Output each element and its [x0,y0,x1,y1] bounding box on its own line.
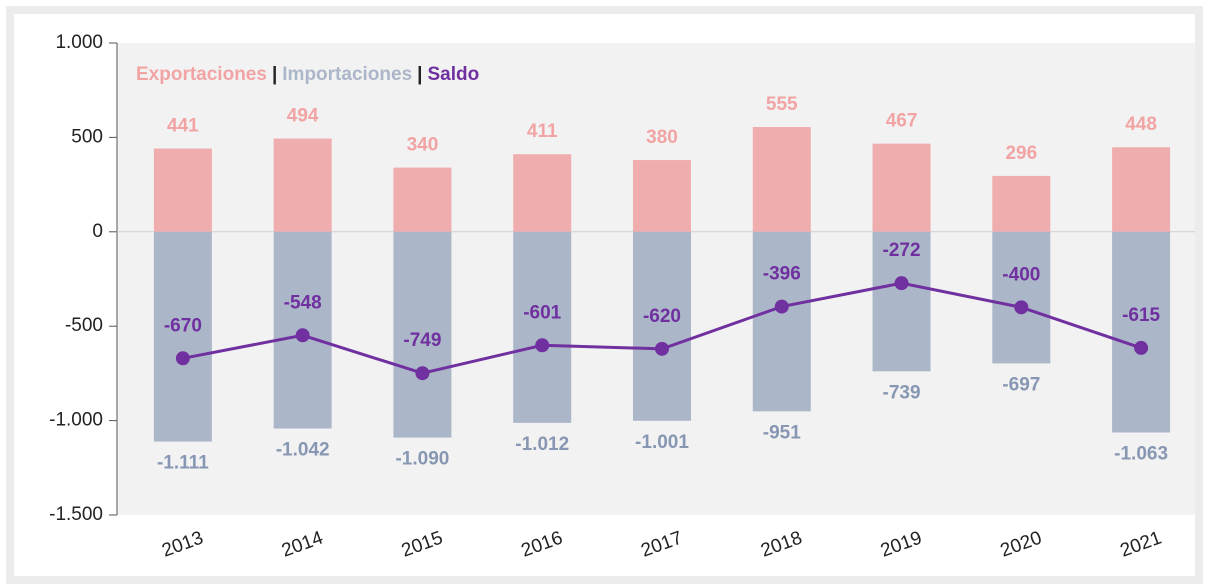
data-label: -396 [763,264,801,285]
legend-separator: | [272,64,277,85]
data-label: -739 [883,382,921,403]
y-tick-label: -500 [65,315,103,336]
y-tick-label: 500 [71,126,103,147]
y-tick-label: -1.000 [49,410,103,431]
data-label: -1.042 [276,440,330,461]
data-label: -601 [523,302,561,323]
bar [393,231,452,438]
data-label: 555 [766,94,798,115]
data-label: -1.001 [635,432,689,453]
data-label: -620 [643,306,681,327]
y-tick-label: 0 [92,221,103,242]
bar [513,231,572,423]
point [295,328,310,343]
legend-separator: | [417,64,422,85]
data-label: 467 [886,111,918,132]
point [774,299,789,314]
data-label: 296 [1005,143,1037,164]
bar [273,138,332,232]
y-tick-label: -1.500 [49,504,103,525]
point [1014,300,1029,315]
point [1134,340,1149,355]
bar [153,148,212,232]
data-label: 494 [287,106,319,127]
data-label: -400 [1002,264,1040,285]
data-label: 411 [527,121,558,142]
legend-entry: Exportaciones [136,64,267,85]
bar [632,160,691,232]
bar [992,175,1051,232]
bar [872,143,931,232]
data-label: 441 [167,116,199,137]
point [415,366,430,381]
bar [153,231,212,442]
point [175,351,190,366]
data-label: -1.111 [157,453,209,474]
bar [992,231,1051,364]
legend: Exportaciones | Importaciones | Saldo [136,64,479,85]
point [535,338,550,353]
bar [752,127,811,232]
y-tick-label: 1.000 [55,32,103,53]
data-label: -615 [1122,305,1160,326]
bar [513,154,572,232]
data-label: -951 [763,422,801,443]
data-label: -1.063 [1114,444,1168,465]
legend-entry: Importaciones [282,64,412,85]
data-label: -697 [1002,374,1040,395]
data-label: -1.090 [395,449,449,470]
bar [872,231,931,372]
data-label: -272 [883,240,921,261]
data-label: -548 [284,292,322,313]
data-label: -749 [403,330,441,351]
bar [1112,147,1171,232]
data-label: -670 [164,315,202,336]
bar [632,231,691,421]
bar [393,167,452,232]
bar [1112,231,1171,433]
data-label: 340 [407,135,439,156]
data-label: 380 [646,127,678,148]
point [654,341,669,356]
data-label: 448 [1125,114,1157,135]
bar [752,231,811,412]
point [894,276,909,291]
legend-entry: Saldo [427,64,479,85]
data-label: -1.012 [515,434,569,455]
